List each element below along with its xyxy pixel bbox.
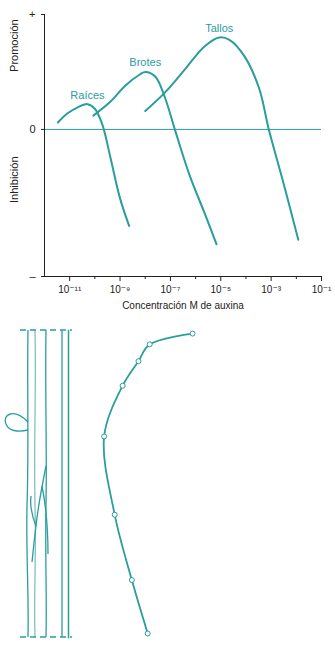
svg-text:10⁻⁹: 10⁻⁹ bbox=[110, 284, 131, 295]
svg-text:Brotes: Brotes bbox=[129, 56, 161, 68]
svg-text:0: 0 bbox=[29, 123, 35, 135]
svg-text:10⁻⁷: 10⁻⁷ bbox=[160, 284, 180, 295]
svg-text:10⁻³: 10⁻³ bbox=[261, 284, 281, 295]
svg-text:10⁻⁵: 10⁻⁵ bbox=[210, 284, 231, 295]
svg-text:Inhibición: Inhibición bbox=[8, 156, 20, 202]
svg-text:Promoción: Promoción bbox=[8, 19, 20, 72]
svg-text:Raíces: Raíces bbox=[70, 89, 105, 101]
svg-text:Concentración M de auxina: Concentración M de auxina bbox=[122, 300, 244, 311]
svg-text:Tallos: Tallos bbox=[205, 22, 234, 34]
svg-text:10⁻¹: 10⁻¹ bbox=[312, 284, 332, 295]
svg-text:10⁻¹¹: 10⁻¹¹ bbox=[58, 284, 82, 295]
svg-text:–: – bbox=[29, 270, 36, 282]
svg-text:+: + bbox=[29, 8, 35, 20]
